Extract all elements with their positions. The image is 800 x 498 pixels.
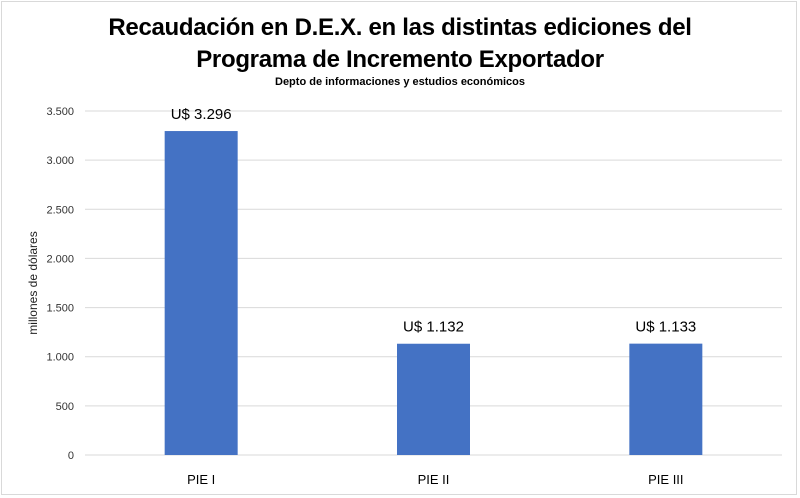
- bar: [397, 343, 470, 455]
- y-tick-label: 1.000: [46, 352, 74, 364]
- y-tick-label: 1.500: [46, 303, 74, 315]
- y-tick-label: 2.000: [46, 253, 74, 265]
- y-axis-ticks: 0 500 1.000 1.500 2.000 2.500 3.000 3.500: [46, 106, 74, 462]
- x-category-label: PIE I: [187, 472, 215, 487]
- y-tick-label: 0: [68, 450, 74, 462]
- bar: [164, 131, 238, 455]
- bars: [164, 131, 703, 455]
- data-label: U$ 3.296: [171, 106, 232, 123]
- data-label: U$ 1.133: [635, 319, 696, 336]
- y-tick-label: 500: [56, 401, 74, 413]
- x-category-label: PIE II: [418, 472, 450, 487]
- y-tick-label: 3.500: [46, 106, 74, 118]
- chart-title-line-2: Programa de Incremento Exportador: [196, 46, 604, 73]
- x-category-label: PIE III: [648, 472, 683, 487]
- bar: [629, 343, 703, 455]
- chart-title: Recaudación en D.E.X. en las distintas e…: [0, 12, 800, 76]
- data-labels: U$ 3.296 U$ 1.132 U$ 1.133: [171, 106, 697, 336]
- y-axis-label: millones de dólares: [26, 231, 40, 334]
- y-tick-label: 3.000: [46, 155, 74, 167]
- chart-subtitle: Depto de informaciones y estudios económ…: [275, 76, 525, 88]
- x-axis-categories: PIE I PIE II PIE III: [187, 472, 683, 487]
- data-label: U$ 1.132: [403, 319, 464, 336]
- y-tick-label: 2.500: [46, 204, 74, 216]
- chart-title-line-1: Recaudación en D.E.X. en las distintas e…: [108, 14, 692, 41]
